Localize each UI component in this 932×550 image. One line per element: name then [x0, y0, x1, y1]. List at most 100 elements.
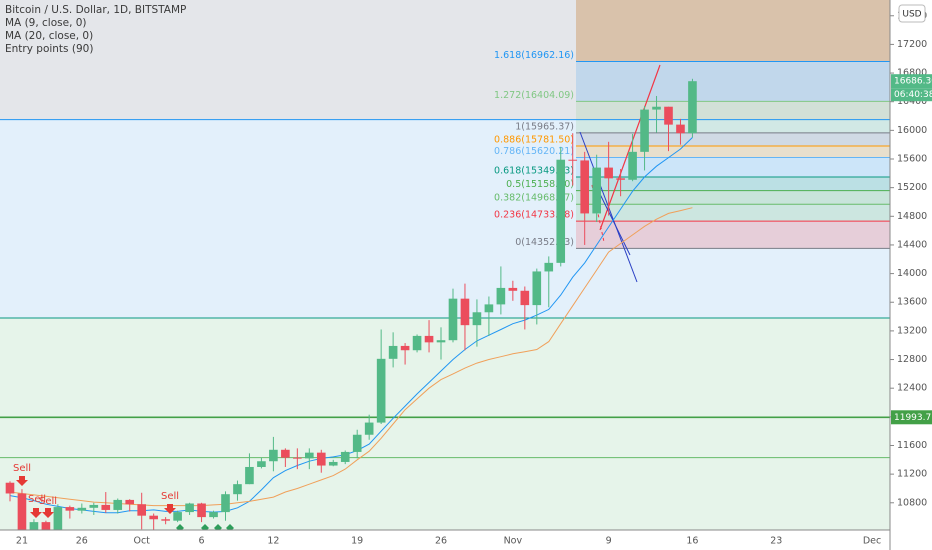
price-tag: [891, 74, 932, 89]
candle-body: [652, 106, 661, 110]
fib-zone: [576, 146, 890, 158]
signal-label: Sell: [28, 494, 46, 505]
candle-body: [376, 358, 386, 423]
fib-zone: [576, 101, 890, 133]
y-tick-label: 16400: [897, 96, 927, 107]
fib-label: 0.382(14968.57): [494, 193, 574, 204]
countdown-tag: [891, 88, 932, 102]
currency-label[interactable]: USD: [902, 10, 921, 20]
fib-label: 1.618(16962.16): [494, 50, 574, 61]
candle-body: [53, 507, 63, 530]
y-tick-label: 17200: [897, 39, 927, 50]
candle-body: [5, 482, 15, 494]
y-tick-label: 14400: [897, 239, 927, 250]
candle-body: [388, 345, 398, 359]
candle-body: [281, 449, 290, 458]
legend-entry: Entry points (90): [5, 43, 93, 55]
moving-average: [9, 137, 693, 514]
level-tag: [891, 410, 932, 425]
x-tick-label: Nov: [504, 536, 523, 547]
legend-entry: MA (9, close, 0): [5, 17, 87, 29]
candle-body: [245, 466, 254, 485]
fib-zone: [576, 157, 890, 177]
candle-body: [101, 504, 111, 510]
signal-label: Sell: [13, 463, 31, 474]
level-tag-label: 11993.71: [894, 413, 932, 423]
y-tick-label: 12400: [897, 383, 927, 394]
candle-body: [65, 507, 75, 511]
fib-label: 1.272(16404.09): [494, 90, 574, 101]
legend-entry: MA (20, close, 0): [5, 30, 93, 42]
fib-zone: [576, 204, 890, 222]
candle-body: [185, 503, 194, 513]
fib-label: 0(14352.43): [515, 237, 574, 248]
candle-body: [29, 522, 39, 530]
candle-body: [173, 512, 182, 521]
x-tick-label: 19: [351, 536, 363, 547]
candle-body: [316, 452, 326, 466]
candle-body: [556, 159, 566, 263]
candle-body: [496, 287, 506, 305]
candle-body: [448, 298, 458, 341]
sell-arrow: [16, 476, 28, 486]
sell-arrow: [30, 508, 42, 518]
zone: [0, 318, 890, 530]
x-tick-label: 23: [770, 536, 782, 547]
candle-body: [460, 298, 470, 326]
fib-label: 0.618(15349.23): [494, 165, 574, 176]
candle-body: [688, 81, 697, 134]
candle-body: [113, 499, 123, 510]
candle-body: [77, 507, 87, 511]
candle-body: [412, 335, 422, 351]
price-tag-label: 16686.30: [894, 77, 932, 87]
trend-line: [599, 64, 661, 231]
candle-body: [305, 452, 314, 459]
y-tick-label: 16000: [897, 125, 927, 136]
fib-retracement: 1.618(16962.16) 1.272(16404.09) 1(15965.37…: [494, 0, 890, 249]
candle-body: [197, 503, 206, 518]
moving-average: [9, 207, 693, 507]
y-tick-label: 13600: [897, 297, 927, 308]
fib-zone: [576, 221, 890, 249]
fib-label: 0.786(15620.21): [494, 146, 574, 157]
fib-zone: [576, 132, 890, 147]
candle-body: [664, 106, 673, 125]
fib-zone: [576, 0, 890, 62]
y-tick-label: 13200: [897, 325, 927, 336]
candle-body: [616, 178, 625, 180]
time-axis: [0, 530, 890, 550]
y-tick-label: 11200: [897, 469, 927, 480]
sell-arrow: [164, 504, 176, 514]
candle-body: [532, 271, 542, 306]
x-tick-label: 16: [686, 536, 698, 547]
candle-body: [233, 484, 242, 495]
y-tick-label: 15600: [897, 154, 927, 165]
candle-body: [328, 461, 338, 466]
currency-button[interactable]: [898, 4, 926, 23]
fib-label: 0.886(15781.50): [494, 135, 574, 146]
x-tick-label: 6: [199, 536, 205, 547]
candle-body: [472, 312, 482, 326]
candle-body: [484, 304, 494, 313]
candle-body: [352, 434, 362, 452]
candle-body: [508, 287, 518, 291]
candle-body: [400, 345, 410, 351]
candle-body: [628, 151, 637, 180]
y-tick-label: 12800: [897, 354, 927, 365]
trend-line: [591, 184, 605, 243]
candle-body: [221, 494, 230, 513]
fib-label: 0.5(15158.90): [506, 179, 574, 190]
legend: Bitcoin / U.S. Dollar, 1D, BITSTAMP MA (…: [5, 4, 186, 55]
price-lines: [0, 119, 890, 459]
candle-body: [149, 515, 158, 520]
x-tick-label: Dec: [863, 536, 881, 547]
fib-zone: [576, 190, 890, 205]
candle-body: [544, 262, 554, 272]
y-tick-label: 14800: [897, 211, 927, 222]
candle-body: [125, 499, 135, 505]
candle-body: [41, 522, 51, 530]
candle-body: [424, 335, 434, 343]
trend-line: [596, 187, 631, 256]
candles: [5, 78, 697, 530]
